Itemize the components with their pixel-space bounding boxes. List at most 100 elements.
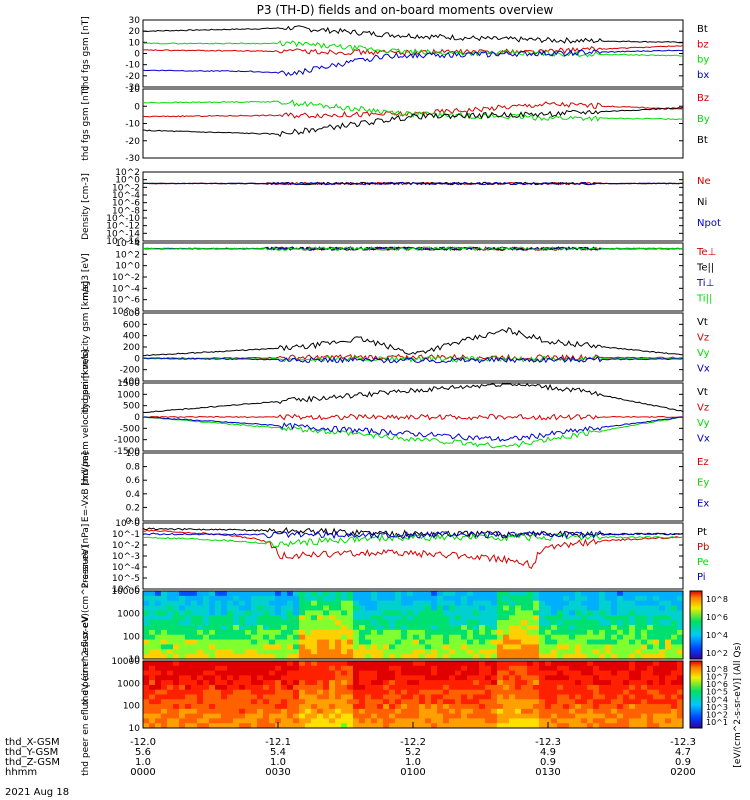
y-tick-label: 100 xyxy=(123,632,140,642)
heatmap-cell xyxy=(527,595,534,602)
y-axis-label: thd peer en eflux eV (cm^2-s-sr-eV) xyxy=(81,613,91,776)
heatmap-cell xyxy=(545,699,552,705)
heatmap-cell xyxy=(179,694,186,700)
heatmap-cell xyxy=(245,644,252,650)
heatmap-cell xyxy=(143,704,150,710)
heatmap-cell xyxy=(425,713,432,719)
heatmap-cell xyxy=(575,661,582,667)
panel-7: Pressure [nPa] 10^010^-110^-210^-310^-410… xyxy=(81,519,709,595)
heatmap-cell xyxy=(515,605,522,611)
heatmap-cell xyxy=(209,704,216,710)
heatmap-cell xyxy=(263,704,270,710)
heatmap-cell xyxy=(665,625,672,631)
heatmap-cell xyxy=(647,675,654,681)
y-tick-label: 0 xyxy=(134,50,140,60)
heatmap-cell xyxy=(209,661,216,667)
heatmap-cell xyxy=(629,639,636,645)
heatmap-cell xyxy=(257,605,264,611)
heatmap-cell xyxy=(263,694,270,700)
legend-Vy: Vy xyxy=(697,418,710,429)
heatmap-cell xyxy=(359,620,366,626)
heatmap-cell xyxy=(563,654,570,660)
heatmap-cell xyxy=(299,699,306,705)
heatmap-cell xyxy=(203,718,210,724)
heatmap-cell xyxy=(281,694,288,700)
heatmap-cell xyxy=(311,610,318,616)
heatmap-cell xyxy=(605,680,612,686)
heatmap-cell xyxy=(155,718,162,724)
heatmap-cell xyxy=(389,665,396,672)
heatmap-cell xyxy=(203,644,210,650)
heatmap-cell xyxy=(461,615,468,621)
heatmap-cell xyxy=(491,675,498,681)
heatmap-cell xyxy=(245,684,252,691)
heatmap-cell xyxy=(653,605,660,611)
heatmap-cell xyxy=(677,718,684,724)
ephem-value: -12.1 xyxy=(265,737,291,748)
heatmap-cell xyxy=(389,610,396,616)
heatmap-cell xyxy=(383,625,390,631)
heatmap-cell xyxy=(317,615,324,621)
heatmap-cell xyxy=(371,634,378,641)
heatmap-cell xyxy=(527,610,534,616)
heatmap-cell xyxy=(659,605,666,611)
heatmap-cell xyxy=(239,675,246,681)
heatmap-cell xyxy=(569,694,576,700)
heatmap-cell xyxy=(365,723,372,729)
panel-9: thd peer en eflux eV (cm^2-s-sr-eV) 10000… xyxy=(81,613,728,776)
heatmap-cell xyxy=(383,699,390,705)
heatmap-cell xyxy=(389,605,396,611)
heatmap-cell xyxy=(251,644,258,650)
heatmap-cell xyxy=(413,591,420,597)
heatmap-cell xyxy=(557,670,564,676)
heatmap-cell xyxy=(155,649,162,655)
y-tick-label: -20 xyxy=(125,72,140,82)
heatmap-cell xyxy=(401,670,408,676)
heatmap-cell xyxy=(647,591,654,597)
heatmap-cell xyxy=(581,595,588,602)
heatmap-cell xyxy=(533,713,540,719)
heatmap-cell xyxy=(605,595,612,602)
heatmap-cell xyxy=(341,654,348,660)
heatmap-cell xyxy=(575,689,582,695)
heatmap-cell xyxy=(395,699,402,705)
heatmap-cell xyxy=(173,661,180,667)
heatmap-cell xyxy=(269,713,276,719)
heatmap-cell xyxy=(533,708,540,715)
heatmap-cell xyxy=(491,600,498,607)
y-tick-label: 10^-4 xyxy=(112,191,140,201)
heatmap-cell xyxy=(371,600,378,607)
heatmap-cell xyxy=(185,684,192,691)
heatmap-cell xyxy=(437,649,444,655)
heatmap-cell xyxy=(167,670,174,676)
heatmap-cell xyxy=(473,595,480,602)
heatmap-cell xyxy=(173,680,180,686)
heatmap-cell xyxy=(581,644,588,650)
heatmap-cell xyxy=(221,639,228,645)
heatmap-cell xyxy=(335,600,342,607)
y-tick-label: 800 xyxy=(123,309,140,319)
heatmap-cell xyxy=(257,665,264,672)
heatmap-cell xyxy=(401,675,408,681)
heatmap-cell xyxy=(329,600,336,607)
heatmap-cell xyxy=(365,649,372,655)
heatmap-cell xyxy=(173,675,180,681)
legend-Ti||: Ti|| xyxy=(696,294,712,305)
heatmap-cell xyxy=(569,610,576,616)
heatmap-cell xyxy=(395,629,402,636)
heatmap-cell xyxy=(647,665,654,672)
heatmap-cell xyxy=(437,675,444,681)
heatmap-cell xyxy=(203,689,210,695)
heatmap-cell xyxy=(419,699,426,705)
heatmap-cell xyxy=(431,704,438,710)
legend-Vt: Vt xyxy=(697,317,708,328)
heatmap-cell xyxy=(191,649,198,655)
heatmap-cell xyxy=(275,670,282,676)
heatmap-cell xyxy=(497,610,504,616)
heatmap-cell xyxy=(239,708,246,715)
heatmap-cell xyxy=(215,661,222,667)
y-tick-label: 10^-6 xyxy=(112,199,140,209)
heatmap-cell xyxy=(389,615,396,621)
heatmap-cell xyxy=(275,634,282,641)
